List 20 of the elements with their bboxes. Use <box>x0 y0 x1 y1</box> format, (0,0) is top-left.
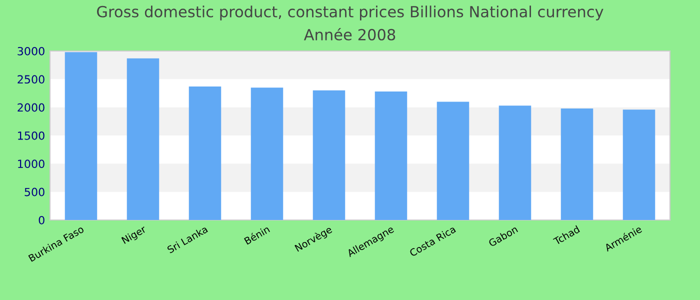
y-tick-label: 500 <box>24 188 44 196</box>
bar <box>250 88 284 220</box>
y-tick-label: 2000 <box>18 103 44 112</box>
bar <box>126 58 160 220</box>
bar <box>374 92 408 220</box>
bar <box>188 86 222 220</box>
bar <box>64 52 98 220</box>
chart-subtitle: Année 2008 <box>304 28 396 40</box>
bar <box>622 110 656 220</box>
bar <box>436 102 470 220</box>
x-tick-label: Costa Rica <box>408 225 456 257</box>
y-tick-label: 3000 <box>18 46 44 56</box>
y-tick-label: 2500 <box>18 75 44 84</box>
bar <box>560 108 594 220</box>
y-tick-label: 1000 <box>18 160 44 168</box>
chart-title: Gross domestic product, constant prices Billions National currency <box>97 6 604 20</box>
y-tick-label: 1500 <box>18 131 44 140</box>
y-tick-label: 0 <box>38 216 44 224</box>
bar <box>312 90 346 220</box>
bar <box>498 106 532 220</box>
